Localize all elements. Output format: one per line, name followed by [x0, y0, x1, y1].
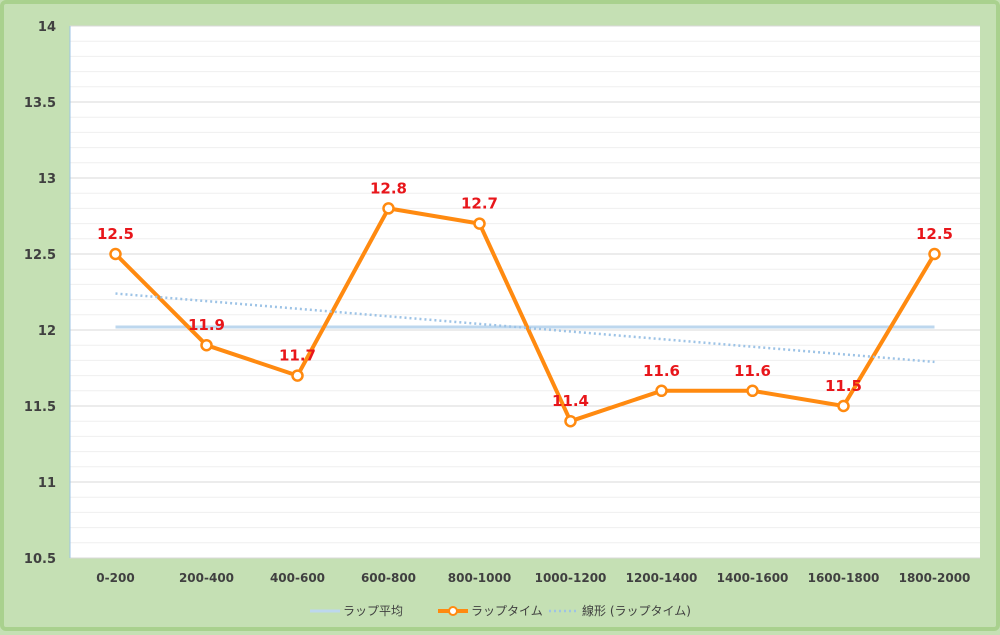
y-tick-label: 12.5	[24, 248, 56, 263]
x-tick-label: 1200-1400	[626, 571, 698, 585]
legend: ラップ平均 ラップタイム 線形 (ラップタイム)	[310, 603, 691, 618]
data-label: 11.6	[734, 362, 771, 380]
trend-line	[115, 292, 935, 364]
lap-time-point	[473, 217, 486, 230]
data-label: 12.7	[461, 195, 498, 213]
lap-time-point	[109, 247, 122, 261]
legend-label: 線形 (ラップタイム)	[582, 603, 691, 618]
x-tick-label: 1000-1200	[535, 571, 607, 585]
lap-time-point	[382, 202, 395, 215]
x-tick-label: 0-200	[96, 571, 134, 585]
data-label: 11.7	[279, 347, 316, 365]
lap-time-point	[564, 414, 577, 428]
x-tick-label: 400-600	[270, 571, 325, 585]
lap-time-line	[114, 206, 937, 424]
y-tick-label: 14	[38, 20, 56, 35]
x-tick-label: 200-400	[179, 571, 234, 585]
data-label: 11.9	[188, 316, 225, 334]
lap-time-chart: 10.5 11 11.5 12 12.5 13 13.5 14 0-200 200-400 400…	[24, 20, 980, 618]
data-label: 12.5	[97, 225, 134, 243]
x-tick-labels: 0-200 200-400 400-600 600-800 800-1000 1000-1…	[96, 571, 970, 585]
lap-time-point	[746, 384, 759, 398]
lap-time-point	[928, 247, 941, 261]
legend-label: ラップタイム	[471, 604, 543, 618]
x-tick-label: 600-800	[361, 571, 416, 585]
y-tick-label: 13	[38, 172, 56, 187]
y-tick-label: 11.5	[24, 400, 56, 415]
data-label: 11.5	[825, 377, 862, 395]
lap-time-point	[655, 384, 668, 398]
x-tick-label: 1800-2000	[899, 571, 971, 585]
x-tick-label: 1400-1600	[717, 571, 789, 585]
y-tick-labels: 10.5 11 11.5 12 12.5 13 13.5 14	[24, 20, 56, 567]
x-tick-label: 1600-1800	[808, 571, 880, 585]
gridlines	[70, 25, 980, 559]
data-label: 11.6	[643, 362, 680, 380]
legend-marker-lap-time	[448, 606, 458, 616]
lap-time-point	[200, 338, 213, 352]
y-tick-label: 13.5	[24, 96, 56, 111]
y-tick-label: 10.5	[24, 552, 56, 567]
plot-area	[70, 26, 980, 558]
legend-label: ラップ平均	[343, 604, 403, 618]
series-layer	[109, 202, 941, 428]
data-labels: 12.5 11.9 11.7 12.8 12.7 11.4 11.6 11.6 11.5 12.5	[97, 179, 953, 410]
x-tick-label: 800-1000	[448, 571, 511, 585]
lap-time-point	[837, 399, 850, 413]
y-tick-label: 12	[38, 324, 56, 339]
data-label: 11.4	[552, 392, 589, 410]
y-tick-label: 11	[38, 476, 56, 491]
data-label: 12.8	[370, 179, 407, 197]
data-label: 12.5	[916, 225, 953, 243]
lap-time-point	[291, 369, 304, 382]
